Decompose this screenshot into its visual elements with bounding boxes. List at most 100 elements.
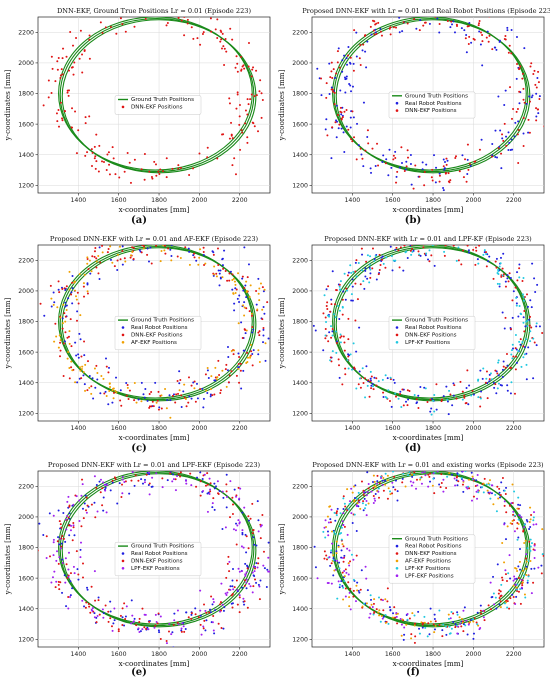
data-point xyxy=(518,519,520,521)
data-point xyxy=(524,594,526,596)
data-point xyxy=(432,485,434,487)
data-point xyxy=(340,107,342,109)
data-point xyxy=(226,280,228,282)
data-point xyxy=(98,170,100,172)
data-point xyxy=(334,92,336,94)
data-point xyxy=(203,398,205,400)
data-point xyxy=(468,43,470,45)
data-point xyxy=(351,293,353,295)
data-point xyxy=(325,335,327,337)
data-point xyxy=(413,474,415,476)
data-point xyxy=(216,157,218,159)
data-point xyxy=(505,145,507,147)
data-point xyxy=(366,136,368,138)
y-axis-label: y-coordinates [mm] xyxy=(3,523,12,595)
data-point xyxy=(213,266,215,268)
data-point xyxy=(484,478,486,480)
x-tick-label: 2000 xyxy=(466,425,482,432)
data-point xyxy=(372,247,374,249)
data-point xyxy=(266,301,268,303)
data-point xyxy=(429,481,431,483)
data-point xyxy=(91,609,93,611)
data-point xyxy=(239,115,241,117)
data-point xyxy=(449,179,451,181)
data-point xyxy=(102,251,104,253)
data-point xyxy=(432,478,434,480)
data-point xyxy=(462,399,464,401)
data-point xyxy=(497,498,499,500)
data-point xyxy=(264,289,266,291)
data-point xyxy=(219,269,221,271)
data-point xyxy=(454,31,456,33)
data-point xyxy=(77,292,79,294)
data-point xyxy=(450,611,452,613)
data-point xyxy=(351,554,353,556)
data-point xyxy=(219,392,221,394)
data-point xyxy=(356,276,358,278)
data-point xyxy=(221,528,223,530)
legend-entry: LPF-KF Positions xyxy=(405,566,450,572)
chart-title: Proposed DNN-EKF with Lr = 0.01 and exis… xyxy=(312,461,544,469)
data-point xyxy=(502,477,504,479)
data-point xyxy=(254,568,256,570)
data-point xyxy=(69,271,71,273)
data-point xyxy=(134,485,136,487)
data-point xyxy=(55,586,57,588)
data-point xyxy=(236,375,238,377)
data-point xyxy=(499,496,501,498)
data-point xyxy=(370,385,372,387)
data-point xyxy=(92,377,94,379)
data-point xyxy=(194,256,196,258)
data-point xyxy=(214,487,216,489)
data-point xyxy=(125,382,127,384)
data-point xyxy=(530,62,532,64)
data-point xyxy=(153,161,155,163)
data-point xyxy=(534,549,536,551)
data-point xyxy=(380,477,382,479)
data-point xyxy=(239,488,241,490)
data-point xyxy=(53,571,55,573)
data-point xyxy=(343,545,345,547)
data-point xyxy=(138,627,140,629)
data-point xyxy=(376,608,378,610)
data-point xyxy=(66,56,68,58)
data-point xyxy=(106,395,108,397)
data-point xyxy=(509,272,511,274)
data-point xyxy=(183,625,185,627)
data-point xyxy=(419,19,421,21)
data-point xyxy=(219,490,221,492)
data-point xyxy=(379,28,381,30)
data-point xyxy=(198,153,200,155)
data-point xyxy=(237,71,239,73)
data-point xyxy=(486,37,488,39)
data-point xyxy=(246,291,248,293)
scatter-chart: DNN-EKF, Ground True Positions Lr = 0.01… xyxy=(2,4,276,215)
data-point xyxy=(147,628,149,630)
data-point xyxy=(338,127,340,129)
data-point xyxy=(502,274,504,276)
data-point xyxy=(243,246,245,248)
data-point xyxy=(431,169,433,171)
data-point xyxy=(225,526,227,528)
data-point xyxy=(62,73,64,75)
data-point xyxy=(341,585,343,587)
data-point xyxy=(433,394,435,396)
data-point xyxy=(332,335,334,337)
data-point xyxy=(462,630,464,632)
data-point xyxy=(499,130,501,132)
data-point xyxy=(88,603,90,605)
data-point xyxy=(88,268,90,270)
data-point xyxy=(246,136,248,138)
data-point xyxy=(529,560,531,562)
data-point xyxy=(453,384,455,386)
data-point xyxy=(209,490,211,492)
data-point xyxy=(212,502,214,504)
data-point xyxy=(523,526,525,528)
y-tick-label: 1200 xyxy=(18,183,34,190)
data-point xyxy=(537,112,539,114)
data-point xyxy=(187,402,189,404)
data-point xyxy=(342,299,344,301)
data-point xyxy=(158,391,160,393)
data-point xyxy=(405,161,407,163)
data-point xyxy=(537,567,539,569)
